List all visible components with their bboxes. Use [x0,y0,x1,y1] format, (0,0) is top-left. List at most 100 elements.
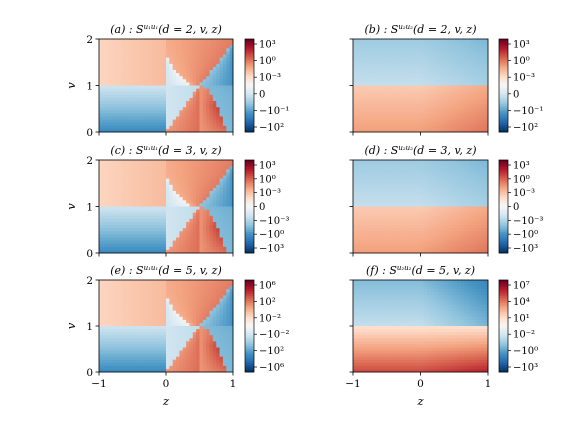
heatmap-cell [450,160,455,164]
heatmap-cell [386,191,391,195]
heatmap-cell [212,222,217,226]
heatmap-cell [450,63,455,68]
heatmap-cell [393,79,398,83]
heatmap-cell [376,222,381,226]
heatmap-cell [222,212,227,217]
heatmap-cell [219,194,224,198]
heatmap-cell [366,66,371,71]
heatmap-cell [192,88,197,93]
heatmap-cell [122,101,127,105]
heatmap-cell [119,122,123,127]
heatmap-cell [437,228,442,232]
heatmap-cell [403,243,408,248]
heatmap-cell [380,228,384,232]
heatmap-cell [229,94,234,99]
heatmap-cell [410,116,415,120]
heatmap-cell [474,243,479,248]
heatmap-cell [481,94,486,99]
heatmap-cell [125,181,130,186]
heatmap-cell [166,228,170,232]
heatmap-cell [219,116,224,120]
heatmap-cell [199,54,204,58]
heatmap-cell [115,94,120,99]
heatmap-cell [376,66,381,71]
heatmap-cell [464,104,469,108]
heatmap-cell [437,237,442,241]
heatmap-cell [447,107,452,111]
heatmap-cell [413,243,418,248]
heatmap-cell [373,73,378,77]
heatmap-cell [457,82,462,86]
heatmap-cell [102,79,107,83]
heatmap-cell [356,231,361,235]
heatmap-cell [135,169,140,173]
heatmap-cell [226,172,231,176]
heatmap-cell [477,212,482,217]
heatmap-cell [99,166,103,170]
heatmap-cell [122,203,127,207]
colorbar-segment [245,248,254,252]
heatmap-cell [444,178,448,183]
heatmap-cell [420,222,425,226]
heatmap-cell [407,82,411,86]
heatmap-cell [155,169,160,173]
heatmap-cell [437,172,442,176]
heatmap-cell [390,73,394,77]
heatmap-cell [423,79,428,83]
heatmap-cell [99,197,103,201]
heatmap-cell [386,122,391,127]
heatmap-cell [109,215,113,220]
heatmap-cell [353,88,357,93]
heatmap-cell [376,116,381,120]
heatmap-cell [369,206,374,210]
heatmap-cell [166,200,170,204]
colorbar-segment [499,66,508,70]
heatmap-cell [182,222,187,226]
heatmap-cell [105,200,110,204]
heatmap-cell [119,160,123,164]
heatmap-cell [396,122,401,127]
heatmap-cell [99,225,103,229]
heatmap-cell [407,209,411,214]
heatmap-cell [142,54,147,58]
heatmap-cell [112,166,117,170]
heatmap-cell [380,237,384,241]
heatmap-cell [189,181,194,186]
heatmap-cell [359,240,364,245]
heatmap-cell [410,243,415,248]
heatmap-cell [216,169,220,173]
heatmap-cell [109,54,113,58]
heatmap-cell [471,101,475,105]
heatmap-cell [135,194,140,198]
heatmap-cell [189,97,194,102]
heatmap-cell [169,97,174,102]
heatmap-cell [102,60,107,65]
heatmap-cell [366,85,371,89]
heatmap-cell [356,76,361,80]
heatmap-cell [182,54,187,58]
heatmap-cell [434,88,438,93]
heatmap-cell [99,57,103,62]
heatmap-cell [434,91,438,96]
heatmap-cell [400,187,405,192]
heatmap-cell [152,187,157,192]
heatmap-cell [112,203,117,207]
heatmap-cell [386,113,391,117]
heatmap-cell [430,107,435,111]
heatmap-cell [122,181,127,186]
heatmap-cell [363,206,367,210]
heatmap-cell [139,218,143,223]
heatmap-cell [176,249,180,254]
heatmap-cell [145,249,150,254]
heatmap-cell [115,203,120,207]
heatmap-cell [376,184,381,189]
heatmap-cell [413,82,418,86]
heatmap-cell [440,116,445,120]
heatmap-cell [196,94,200,99]
heatmap-cell [386,184,391,189]
heatmap-cell [467,73,472,77]
heatmap-cell [189,160,194,164]
heatmap-cell [222,243,227,248]
heatmap-cell [417,163,421,167]
heatmap-cell [226,169,231,173]
